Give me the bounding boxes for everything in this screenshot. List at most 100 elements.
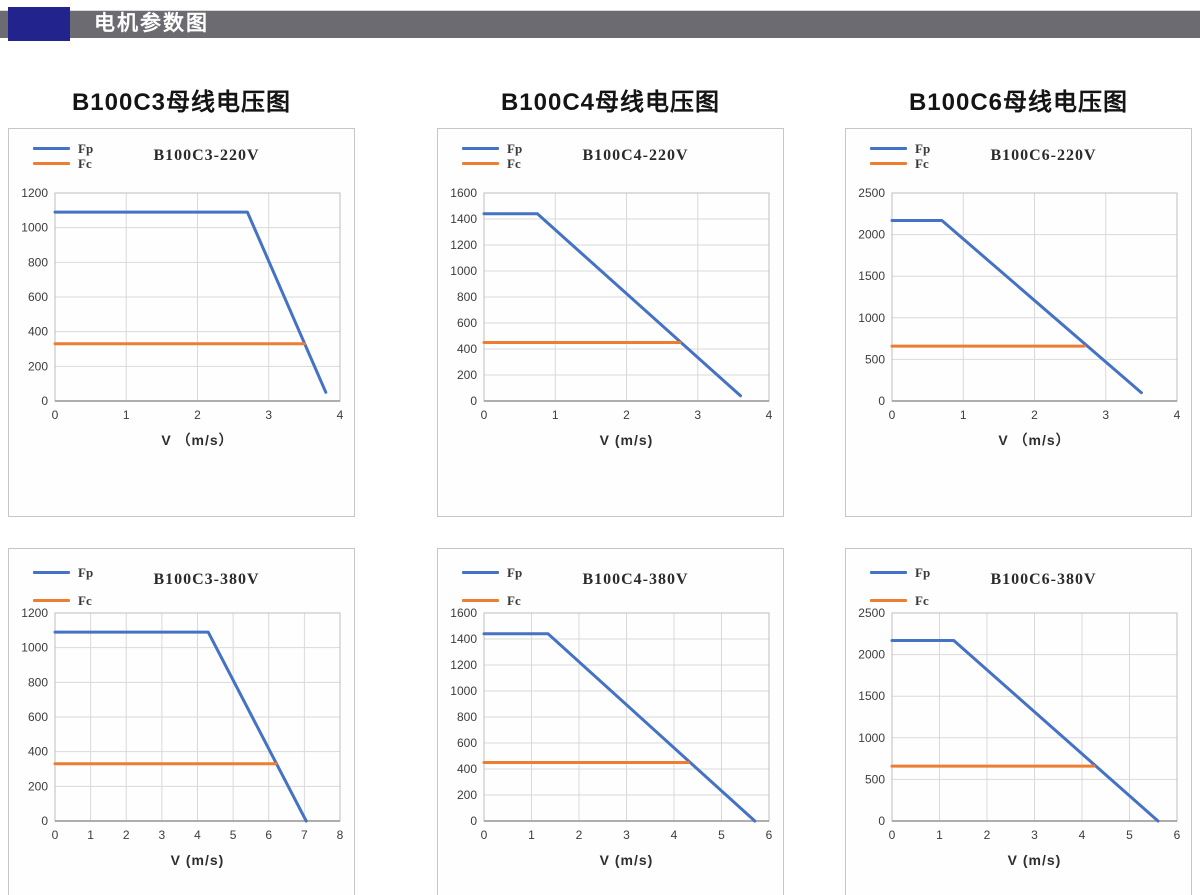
chart-plot-area: 0 200 400 600 800 1000 1200 0 1 2 3 4 5 6 7 8 V (m/s) [21, 606, 344, 868]
legend-item-fp: Fp [33, 565, 93, 580]
svg-text:6: 6 [1174, 828, 1181, 842]
svg-text:2: 2 [1031, 408, 1038, 422]
svg-text:4: 4 [337, 408, 344, 422]
svg-text:1: 1 [936, 828, 943, 842]
svg-text:1000: 1000 [21, 641, 48, 655]
fc-line-swatch [462, 162, 499, 165]
svg-text:600: 600 [28, 290, 48, 304]
header-accent-block [8, 7, 70, 41]
svg-text:2: 2 [984, 828, 991, 842]
svg-text:1000: 1000 [858, 731, 885, 745]
svg-text:V (m/s): V (m/s) [600, 852, 654, 868]
svg-text:0: 0 [470, 814, 477, 828]
fp-line-swatch [33, 147, 70, 150]
svg-text:400: 400 [28, 745, 48, 759]
svg-text:0: 0 [878, 814, 885, 828]
svg-text:0: 0 [41, 394, 48, 408]
fp-line-swatch [462, 147, 499, 150]
legend-label-fp: Fp [78, 140, 94, 156]
chart-b100c3-220v: Fp Fc B100C3-220V 0 200 400 600 800 1000 1200 0… [8, 128, 355, 517]
svg-text:1000: 1000 [858, 311, 885, 325]
svg-text:4: 4 [671, 828, 678, 842]
fp-line-swatch [870, 571, 907, 574]
svg-text:5: 5 [230, 828, 237, 842]
legend-item-fp: Fp [33, 141, 93, 156]
legend-item-fc: Fc [33, 593, 93, 608]
svg-text:2500: 2500 [858, 606, 885, 620]
chart-title: B100C6-220V [990, 147, 1097, 164]
fc-line-swatch [870, 162, 907, 165]
chart-legend: Fp Fc [870, 565, 930, 621]
legend-item-fc: Fc [870, 593, 930, 608]
chart-plot-area: 0 200 400 600 800 1000 1200 1400 1600 0 1 2 3 4 V (m/s… [450, 186, 773, 448]
svg-text:1: 1 [528, 828, 535, 842]
legend-label-fp: Fp [78, 564, 94, 580]
svg-text:1200: 1200 [450, 658, 477, 672]
legend-item-fc: Fc [462, 156, 522, 171]
legend-label-fp: Fp [915, 564, 931, 580]
svg-text:2: 2 [123, 828, 130, 842]
svg-text:1: 1 [960, 408, 967, 422]
chart-b100c3-380v: Fp Fc B100C3-380V 0 200 400 600 800 1000 1200 0… [8, 548, 355, 895]
svg-text:1200: 1200 [450, 238, 477, 252]
svg-text:5: 5 [718, 828, 725, 842]
fc-line-swatch [33, 162, 70, 165]
svg-text:800: 800 [28, 675, 48, 689]
legend-item-fp: Fp [462, 141, 522, 156]
svg-text:800: 800 [28, 255, 48, 269]
chart-title: B100C3-380V [153, 571, 260, 588]
section-title-b100c6: B100C6母线电压图 [908, 89, 1129, 116]
svg-text:4: 4 [1079, 828, 1086, 842]
svg-text:4: 4 [766, 408, 773, 422]
chart-legend: Fp Fc [33, 141, 93, 171]
svg-text:1200: 1200 [21, 186, 48, 200]
svg-text:3: 3 [694, 408, 701, 422]
chart-title: B100C4-380V [582, 571, 689, 588]
svg-text:600: 600 [457, 736, 477, 750]
legend-item-fc: Fc [33, 156, 93, 171]
svg-text:1: 1 [552, 408, 559, 422]
svg-text:200: 200 [457, 368, 477, 382]
svg-text:600: 600 [457, 316, 477, 330]
legend-label-fc: Fc [915, 592, 929, 608]
svg-text:2500: 2500 [858, 186, 885, 200]
svg-text:V (m/s): V (m/s) [600, 432, 654, 448]
legend-item-fc: Fc [462, 593, 522, 608]
legend-item-fp: Fp [870, 141, 930, 156]
fp-line-swatch [33, 571, 70, 574]
svg-text:400: 400 [28, 325, 48, 339]
svg-text:400: 400 [457, 342, 477, 356]
svg-text:1: 1 [123, 408, 130, 422]
chart-b100c6-220v: Fp Fc B100C6-220V 0 500 1000 1500 2000 2500 0 1… [845, 128, 1192, 517]
svg-text:800: 800 [457, 290, 477, 304]
svg-text:0: 0 [470, 394, 477, 408]
svg-text:2: 2 [623, 408, 630, 422]
svg-text:2: 2 [194, 408, 201, 422]
chart-legend: Fp Fc [33, 565, 93, 621]
svg-text:0: 0 [878, 394, 885, 408]
svg-text:0: 0 [889, 408, 896, 422]
legend-label-fc: Fc [507, 155, 521, 171]
svg-text:V （m/s）: V （m/s） [161, 432, 233, 448]
svg-text:8: 8 [337, 828, 344, 842]
svg-text:200: 200 [28, 359, 48, 373]
svg-text:0: 0 [481, 408, 488, 422]
chart-legend: Fp Fc [462, 565, 522, 621]
svg-text:0: 0 [41, 814, 48, 828]
svg-text:1400: 1400 [450, 212, 477, 226]
svg-text:V (m/s): V (m/s) [171, 852, 225, 868]
legend-label-fc: Fc [78, 155, 92, 171]
chart-plot-area: 0 200 400 600 800 1000 1200 1400 1600 0 1 2 3 4 5 6 V (m… [450, 606, 772, 868]
chart-plot-area: 0 500 1000 1500 2000 2500 0 1 2 3 4 V （m/s） [858, 186, 1180, 448]
svg-text:1400: 1400 [450, 632, 477, 646]
chart-legend: Fp Fc [462, 141, 522, 171]
svg-text:3: 3 [1031, 828, 1038, 842]
legend-label-fp: Fp [507, 140, 523, 156]
fc-line-swatch [33, 599, 70, 602]
section-title-b100c3: B100C3母线电压图 [71, 89, 292, 116]
svg-text:6: 6 [265, 828, 272, 842]
svg-text:2000: 2000 [858, 228, 885, 242]
svg-text:800: 800 [457, 710, 477, 724]
svg-text:4: 4 [194, 828, 201, 842]
